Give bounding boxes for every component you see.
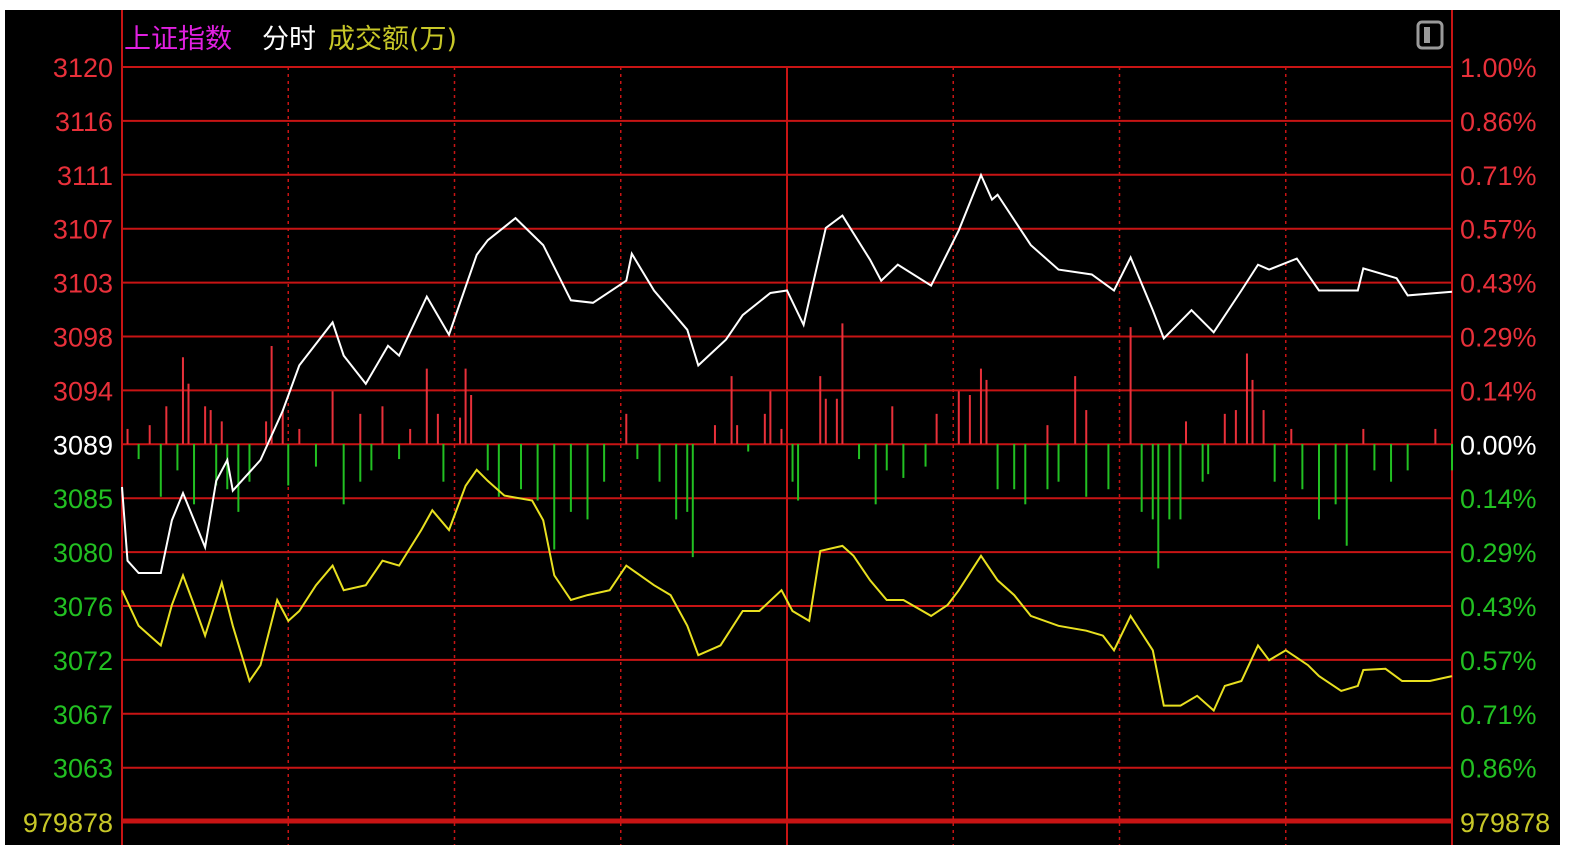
title-index-name[interactable]: 上证指数	[124, 24, 232, 55]
series-lines	[121, 172, 1453, 713]
price-line	[121, 172, 1453, 574]
right-tick-label: 0.43%	[1460, 269, 1537, 299]
left-tick-label: 3067	[53, 700, 113, 730]
left-tick-label: 3098	[53, 323, 113, 353]
right-tick-label: 0.86%	[1460, 754, 1537, 784]
left-tick-label: 3120	[53, 53, 113, 83]
right-tick-label: 0.57%	[1460, 646, 1537, 676]
right-tick-label: 0.29%	[1460, 323, 1537, 353]
average-line	[121, 468, 1453, 713]
left-tick-label: 3111	[57, 161, 113, 191]
right-tick-label: 0.71%	[1460, 700, 1537, 730]
axis-ticks: 3120 1.00% 3116 0.86% 3111 0.71% 3107 0.57% 3103…	[53, 53, 1537, 784]
left-tick-label: 3072	[53, 646, 113, 676]
left-tick-label: 3103	[53, 269, 113, 299]
left-tick-label: 3085	[53, 484, 113, 514]
right-tick-label: 0.14%	[1460, 376, 1537, 406]
left-tick-label: 3107	[53, 215, 113, 245]
left-tick-label: 3094	[53, 376, 113, 406]
left-tick-label: 3076	[53, 592, 113, 622]
right-tick-label: 0.14%	[1460, 484, 1537, 514]
right-tick-label: 0.57%	[1460, 215, 1537, 245]
volume-max-left: 979878	[23, 808, 113, 838]
right-tick-label: 0.43%	[1460, 592, 1537, 622]
right-tick-label: 0.71%	[1460, 161, 1537, 191]
title-indicator[interactable]: 成交额(万)	[328, 24, 457, 55]
square-toggle-icon[interactable]	[1416, 20, 1444, 50]
volume-max-right: 979878	[1460, 808, 1550, 838]
left-tick-label: 3080	[53, 538, 113, 568]
right-tick-label: 0.00%	[1460, 430, 1537, 460]
left-tick-label: 3116	[55, 107, 113, 137]
right-tick-label: 0.29%	[1460, 538, 1537, 568]
right-tick-label: 1.00%	[1460, 53, 1537, 83]
chart-panel	[5, 10, 1560, 845]
right-tick-label: 0.86%	[1460, 107, 1537, 137]
title-mode[interactable]: 分时	[262, 24, 316, 55]
left-tick-label: 3063	[53, 754, 113, 784]
left-tick-label: 3089	[53, 430, 113, 460]
breadth-bars	[126, 323, 1453, 569]
